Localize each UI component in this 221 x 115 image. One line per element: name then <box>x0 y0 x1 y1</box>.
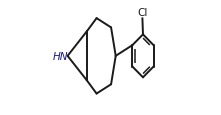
Text: HN: HN <box>53 51 68 61</box>
Text: Cl: Cl <box>138 8 148 18</box>
